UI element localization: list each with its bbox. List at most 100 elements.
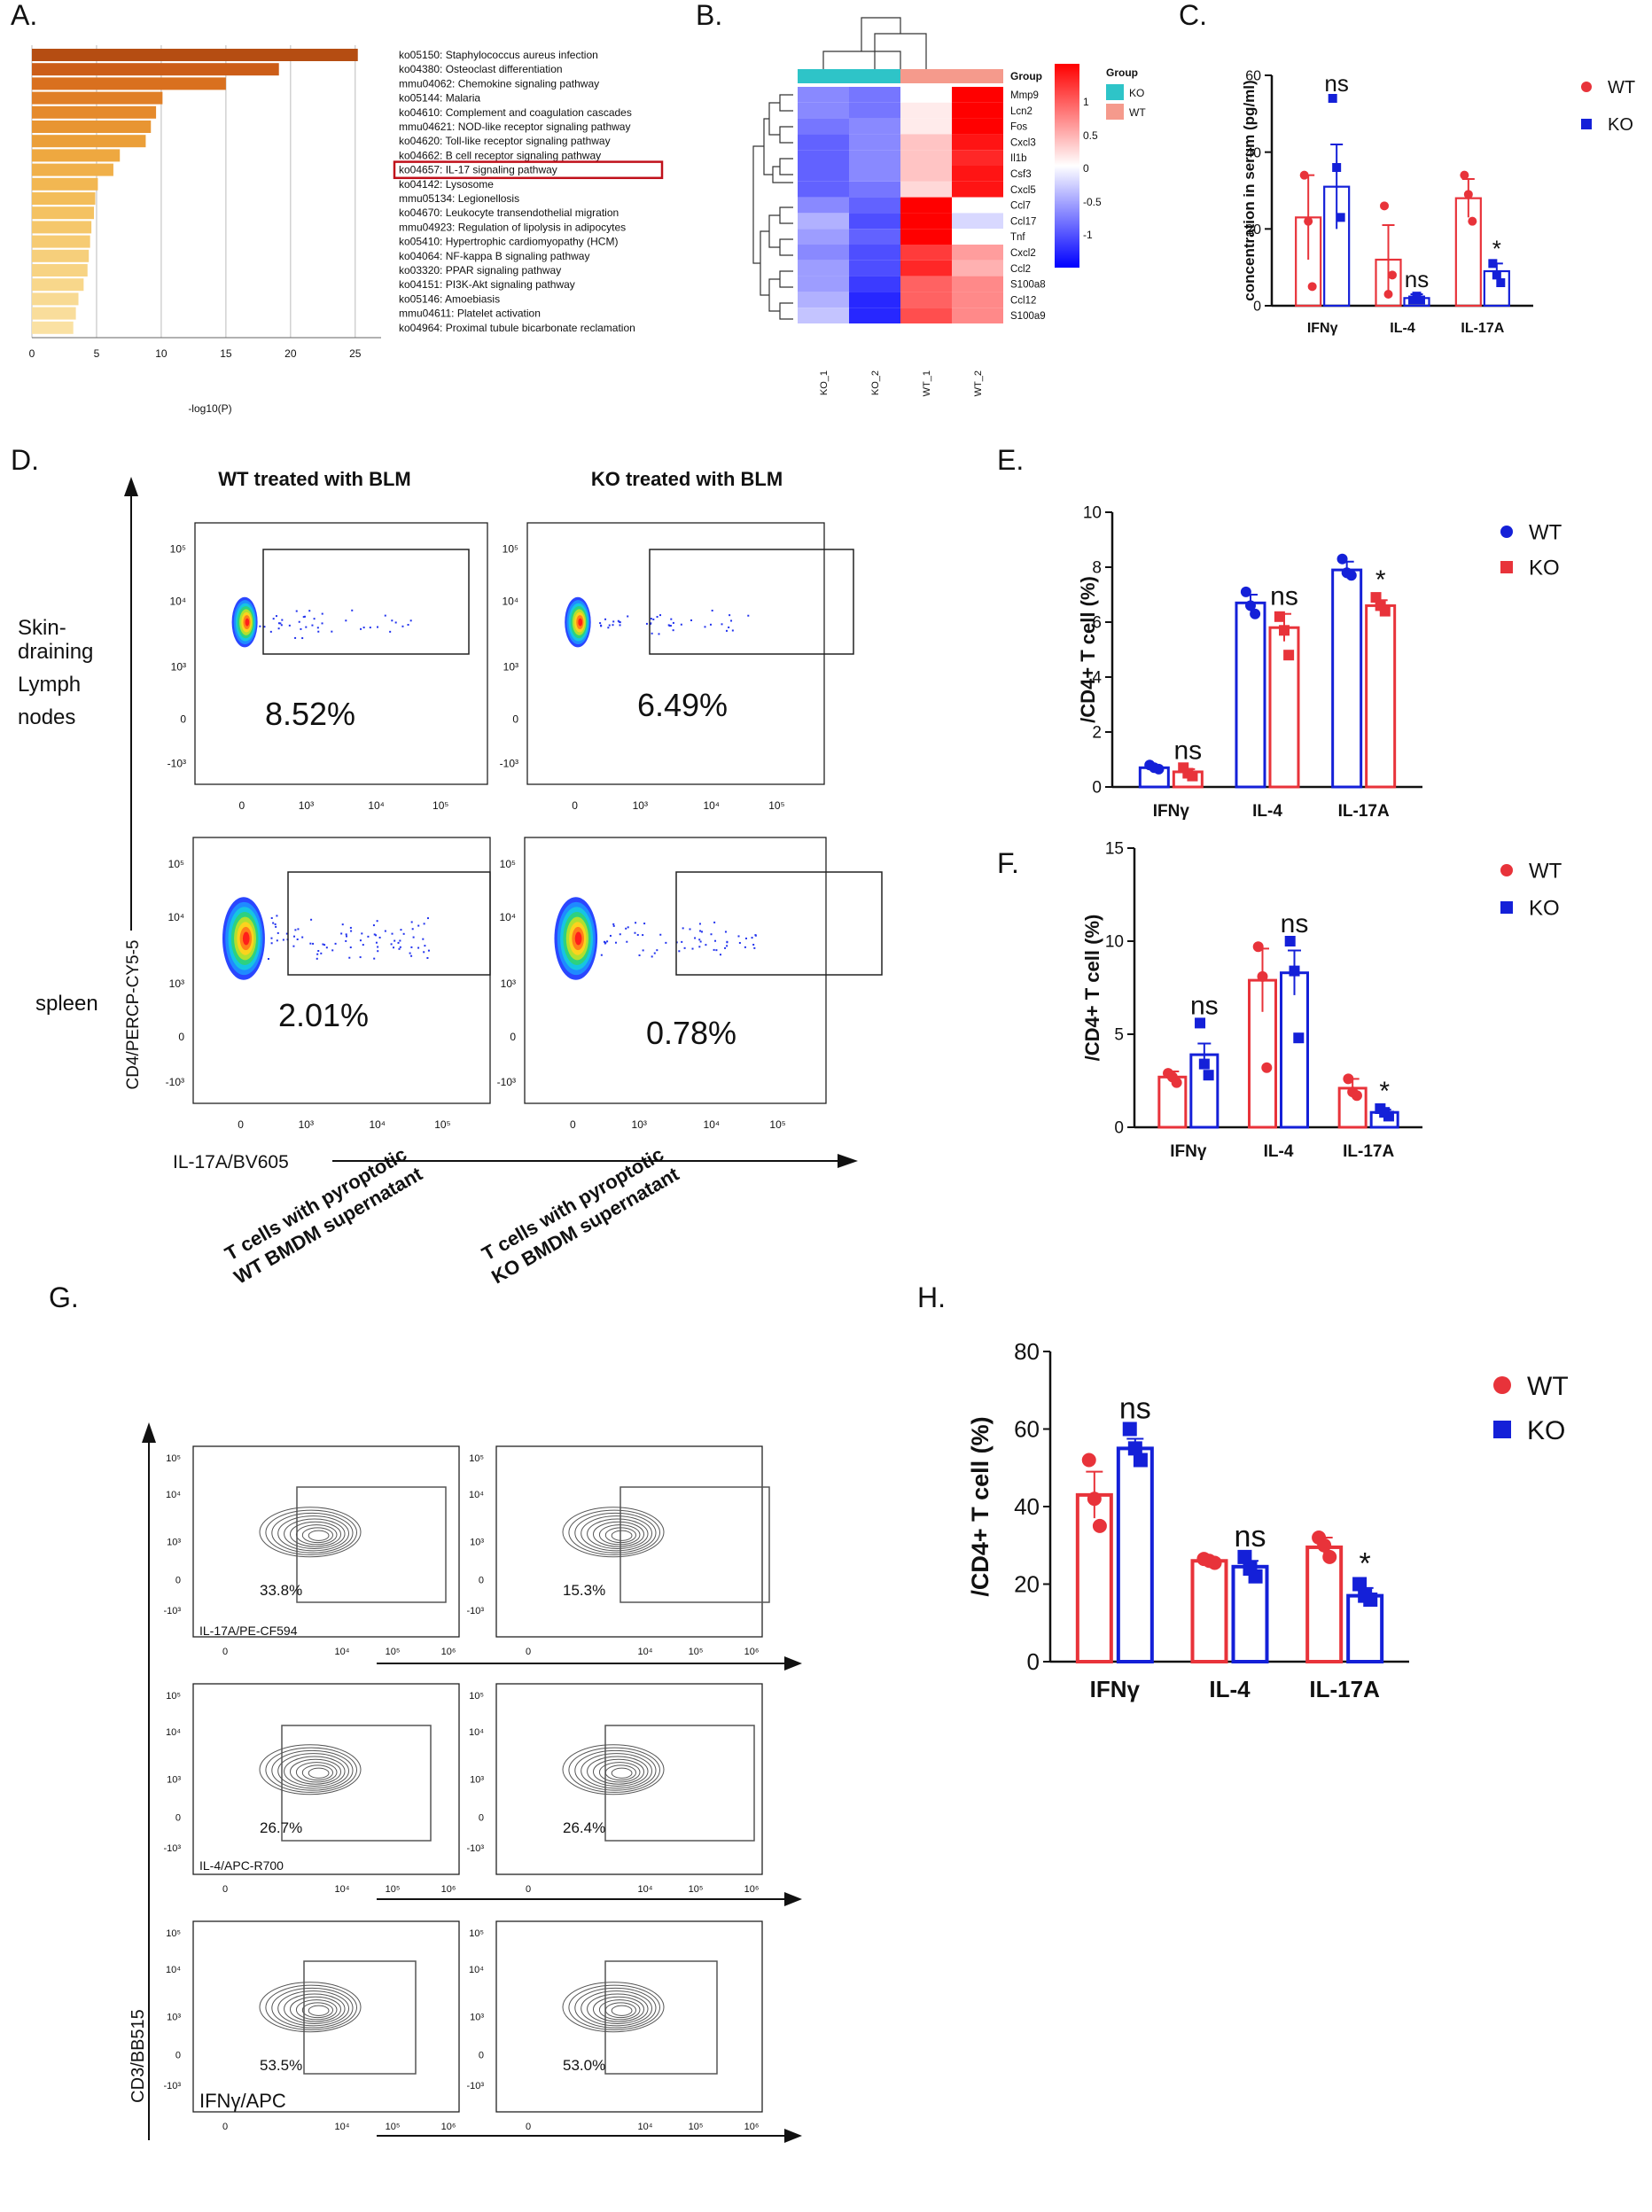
event-dot	[331, 949, 334, 952]
event-dot	[303, 615, 306, 618]
legend-label: WT	[1527, 1372, 1569, 1401]
panel-label-a: A.	[11, 0, 37, 31]
event-dot	[600, 625, 603, 627]
colorbar-tick: 0.5	[1083, 129, 1098, 142]
data-point	[1463, 190, 1473, 199]
event-dot	[350, 930, 353, 932]
column-label: WT_1	[922, 370, 932, 396]
category-label: ko04610: Complement and coagulation casc…	[399, 106, 632, 119]
row-label: S100a9	[1010, 311, 1046, 322]
heat-cell	[798, 181, 849, 198]
event-dot	[310, 918, 313, 921]
row-label-line: Skin-	[18, 616, 66, 640]
event-dot	[359, 939, 362, 942]
x-tick: 10⁵	[769, 1118, 785, 1131]
heat-cell	[952, 260, 1003, 276]
contour-line	[581, 1990, 652, 2027]
event-dot	[672, 629, 674, 632]
y-tick: 10⁵	[166, 1453, 181, 1464]
category-label: mmu04923: Regulation of lipolysis in adi…	[399, 221, 626, 233]
event-dot	[276, 915, 278, 917]
data-point	[1081, 1453, 1096, 1468]
colorbar-tick: -0.5	[1083, 196, 1102, 208]
event-dot	[699, 940, 702, 943]
legend-title: Group	[1106, 66, 1138, 79]
legend-swatch	[1106, 84, 1124, 100]
data-point	[1332, 163, 1342, 172]
gate-percentage: 33.8%	[260, 1582, 302, 1599]
event-dot	[298, 620, 300, 623]
y-tick: 40	[1245, 145, 1261, 160]
event-dot	[711, 609, 713, 611]
gate	[649, 549, 854, 655]
y-tick: 20	[1014, 1571, 1040, 1598]
y-tick: -10³	[497, 1076, 516, 1088]
event-dot	[322, 943, 324, 946]
data-point	[1293, 1032, 1305, 1044]
event-dot	[691, 947, 694, 950]
panel-label-d: D.	[11, 444, 39, 476]
event-dot	[393, 946, 395, 949]
category-label: ko04620: Toll-like receptor signaling pa…	[399, 135, 611, 147]
event-dot	[323, 944, 326, 946]
event-dot	[681, 940, 683, 943]
y-axis-label: /CD4+ T cell (%)	[1077, 576, 1099, 723]
event-dot	[275, 925, 277, 928]
y-tick: 10⁴	[469, 1965, 484, 1975]
x-tick: 10⁶	[744, 1647, 760, 1657]
event-dot	[725, 629, 728, 632]
heat-cell	[952, 166, 1003, 182]
x-tick: 0	[572, 799, 578, 812]
category-label: ko04964: Proximal tubule bicarbonate rec…	[399, 322, 635, 334]
row-label: Ccl2	[1010, 264, 1031, 275]
event-dot	[678, 950, 681, 953]
heat-cell	[849, 166, 900, 182]
data-point	[1087, 1492, 1102, 1507]
bar	[32, 49, 358, 61]
bar	[32, 307, 76, 320]
event-dot	[729, 614, 731, 617]
event-dot	[651, 632, 653, 635]
event-dot	[407, 624, 409, 627]
event-dot	[747, 614, 750, 617]
x-tick: 10⁶	[441, 1884, 456, 1895]
data-point	[1237, 1549, 1252, 1564]
contour-line	[581, 1753, 652, 1789]
event-dot	[345, 939, 347, 942]
event-dot	[272, 618, 275, 620]
event-dot	[744, 946, 746, 948]
contour-line	[265, 1984, 358, 2030]
event-dot	[349, 946, 352, 949]
contour-line	[259, 1507, 362, 1558]
event-dot	[277, 931, 279, 934]
event-dot	[308, 610, 311, 612]
y-tick: -10³	[166, 1076, 184, 1088]
y-tick: -10³	[163, 1606, 181, 1616]
x-tick: 0	[238, 799, 245, 812]
group-bar-label: Group	[1010, 70, 1042, 82]
contour-line	[587, 1518, 649, 1550]
contour-line	[295, 1762, 338, 1783]
bar	[32, 292, 79, 306]
row-label: Ccl17	[1010, 216, 1036, 227]
contour-line	[611, 1767, 633, 1779]
bar	[32, 264, 88, 276]
heat-cell	[849, 197, 900, 214]
data-point	[1240, 586, 1251, 597]
event-dot	[276, 939, 278, 942]
y-tick: 10⁵	[166, 1928, 181, 1939]
event-dot	[625, 927, 627, 930]
event-dot	[652, 618, 655, 620]
legend-label: KO	[1527, 1416, 1565, 1445]
event-dot	[650, 622, 652, 625]
heat-cell	[798, 229, 849, 245]
heat-cell	[952, 181, 1003, 198]
heat-cell	[952, 292, 1003, 308]
event-dot	[738, 941, 741, 944]
bar-wt	[1075, 1492, 1113, 1663]
row-dendrogram	[752, 94, 793, 320]
event-dot	[638, 954, 641, 956]
